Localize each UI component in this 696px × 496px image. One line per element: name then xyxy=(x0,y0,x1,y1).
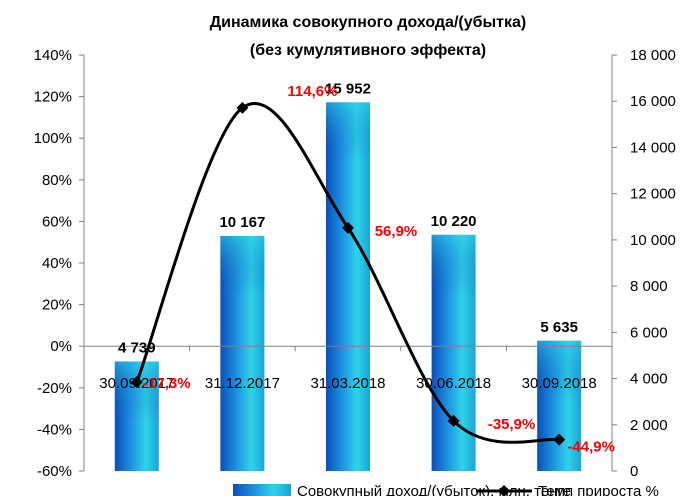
bar-value-label: 10 220 xyxy=(431,213,477,230)
legend: Совокупный доход/(убыток), млн. тенге Те… xyxy=(233,483,659,496)
left-axis-tick-label: 0% xyxy=(50,338,72,355)
rate-value-label: 114,6% xyxy=(287,83,337,100)
rate-value-labels: -17,3% 114,6% 56,9% -35,9% -44,9% xyxy=(143,83,615,456)
bar-highlight xyxy=(326,102,370,163)
left-axis-tick-label: 60% xyxy=(42,213,72,230)
right-axis-tick-label: 0 xyxy=(630,463,638,480)
left-axis-tick-label: -40% xyxy=(37,421,72,438)
rate-marker xyxy=(447,414,460,427)
rate-value-label: -44,9% xyxy=(567,439,615,456)
left-axis-tick-label: -20% xyxy=(37,380,72,397)
rate-line xyxy=(135,102,560,444)
zero-baseline xyxy=(84,345,612,352)
bar-highlight xyxy=(114,361,159,422)
bar-value-label: 15 952 xyxy=(325,80,371,97)
legend-line-marker xyxy=(498,485,510,496)
bar-series xyxy=(114,102,582,472)
chart-title-line2: (без кумулятивного эффекта) xyxy=(250,42,486,59)
left-axis-tick-label: 20% xyxy=(42,297,72,314)
bar-value-label: 5 635 xyxy=(540,319,578,336)
left-axis-tick-label: 40% xyxy=(42,255,72,272)
right-axis-tick-label: 10 000 xyxy=(630,232,676,249)
line-series xyxy=(130,101,566,446)
category-label: 31.12.2017 xyxy=(205,375,280,392)
right-axis-tick-label: 12 000 xyxy=(630,186,676,203)
left-axis-tick-label: 100% xyxy=(34,130,72,147)
rate-value-label: -17,3% xyxy=(143,375,191,392)
bar-highlight xyxy=(431,234,476,295)
right-axis-tick-label: 4 000 xyxy=(630,371,668,388)
left-axis: -60% -40% -20% 0% 20% 40% 60% 80% 100% 120% 140% xyxy=(34,47,85,480)
rate-value-label: 56,9% xyxy=(375,223,418,240)
right-axis-tick-label: 6 000 xyxy=(630,324,668,341)
right-axis-tick-label: 8 000 xyxy=(630,278,668,295)
right-axis: 0 2 000 4 000 6 000 8 000 10 000 12 000 14 000 1… xyxy=(611,47,676,480)
left-axis-tick-label: 80% xyxy=(42,172,72,189)
legend-line-label: Темп прироста % xyxy=(538,483,659,496)
category-label: 30.09.2018 xyxy=(522,375,597,392)
right-axis-tick-label: 16 000 xyxy=(630,93,676,110)
right-axis-tick-label: 18 000 xyxy=(630,47,676,64)
legend-bar-swatch xyxy=(233,484,291,496)
right-axis-tick-label: 2 000 xyxy=(630,417,668,434)
rate-marker xyxy=(342,221,354,234)
rate-marker xyxy=(236,101,249,114)
bar-highlight xyxy=(537,340,582,401)
category-label: 31.03.2018 xyxy=(310,375,385,392)
bar xyxy=(326,102,370,472)
left-axis-tick-label: 140% xyxy=(34,47,72,64)
chart-title-line1: Динамика совокупного дохода/(убытка) xyxy=(210,14,527,31)
bar-value-label: 10 167 xyxy=(219,214,265,231)
left-axis-tick-label: -60% xyxy=(37,463,72,480)
bar-highlight xyxy=(220,236,265,297)
right-axis-tick-label: 14 000 xyxy=(630,139,676,156)
bar-value-labels: 4 739 10 167 15 952 10 220 5 635 xyxy=(118,80,578,356)
rate-marker xyxy=(553,433,566,446)
category-label: 30.06.2018 xyxy=(416,375,491,392)
bar-value-label: 4 739 xyxy=(118,339,156,356)
rate-marker xyxy=(130,376,143,389)
left-axis-tick-label: 120% xyxy=(34,89,72,106)
rate-value-label: -35,9% xyxy=(488,416,536,433)
